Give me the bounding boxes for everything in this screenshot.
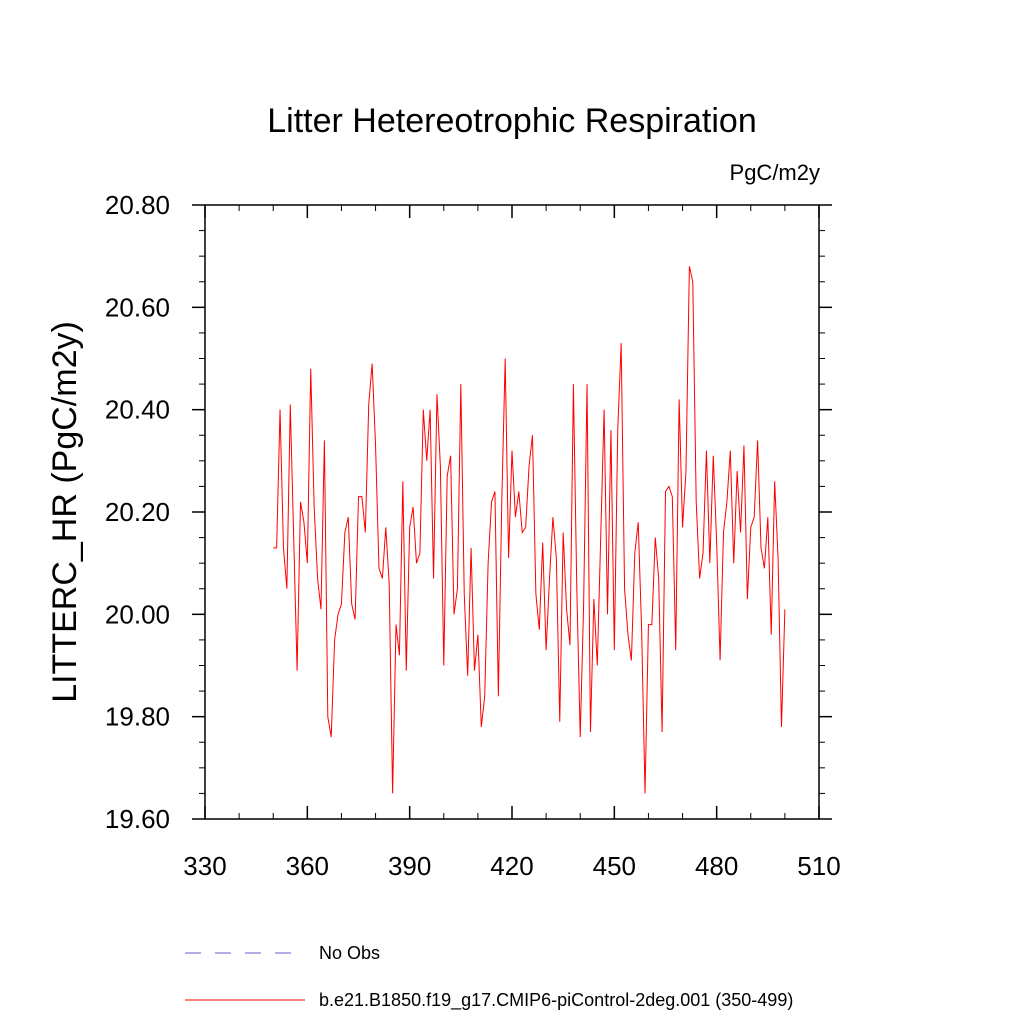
chart-title: Litter Hetereotrophic Respiration: [267, 102, 756, 140]
x-tick-label: 480: [695, 851, 738, 881]
y-axis-label: LITTERC_HR (PgC/m2y): [46, 321, 84, 703]
x-tick-label: 360: [286, 851, 329, 881]
x-tick-label: 510: [797, 851, 840, 881]
legend: No Obs b.e21.B1850.f19_g17.CMIP6-piContr…: [185, 943, 793, 1011]
y-tick-label: 19.60: [105, 804, 170, 834]
legend-label-model: b.e21.B1850.f19_g17.CMIP6-piControl-2deg…: [319, 990, 793, 1011]
x-tick-label: 450: [593, 851, 636, 881]
y-tick-label: 20.20: [105, 497, 170, 527]
series-line-1: [273, 266, 786, 794]
y-tick-label: 20.00: [105, 599, 170, 629]
x-tick-label: 420: [490, 851, 533, 881]
series-layer: [273, 266, 786, 794]
y-tick-label: 20.60: [105, 292, 170, 322]
legend-label-no-obs: No Obs: [319, 943, 380, 963]
y-tick-label: 20.80: [105, 190, 170, 220]
units-label: PgC/m2y: [730, 160, 820, 185]
plot-frame: [204, 204, 820, 820]
y-tick-label: 20.40: [105, 395, 170, 425]
x-tick-label: 390: [388, 851, 431, 881]
y-tick-label: 19.80: [105, 702, 170, 732]
x-tick-label: 330: [183, 851, 226, 881]
ticks-layer: 330 360 390 420 450 480 510 19.60 19.80 20.00 20.2…: [105, 190, 841, 881]
